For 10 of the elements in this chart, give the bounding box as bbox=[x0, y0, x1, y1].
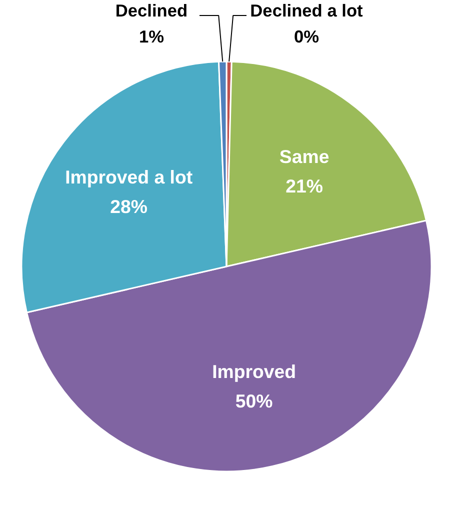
data-label: 21% bbox=[286, 175, 324, 196]
data-label: 28% bbox=[110, 196, 148, 217]
data-label: 0% bbox=[294, 26, 320, 46]
slice-label: Improved a lot bbox=[65, 166, 193, 188]
data-label: 1% bbox=[138, 26, 164, 46]
slice-label: Declined a lot bbox=[250, 0, 364, 20]
slice-label: Same bbox=[279, 146, 330, 168]
data-label: 50% bbox=[235, 390, 274, 412]
slice-label: Declined bbox=[115, 0, 188, 20]
slice-label: Improved bbox=[212, 361, 296, 382]
